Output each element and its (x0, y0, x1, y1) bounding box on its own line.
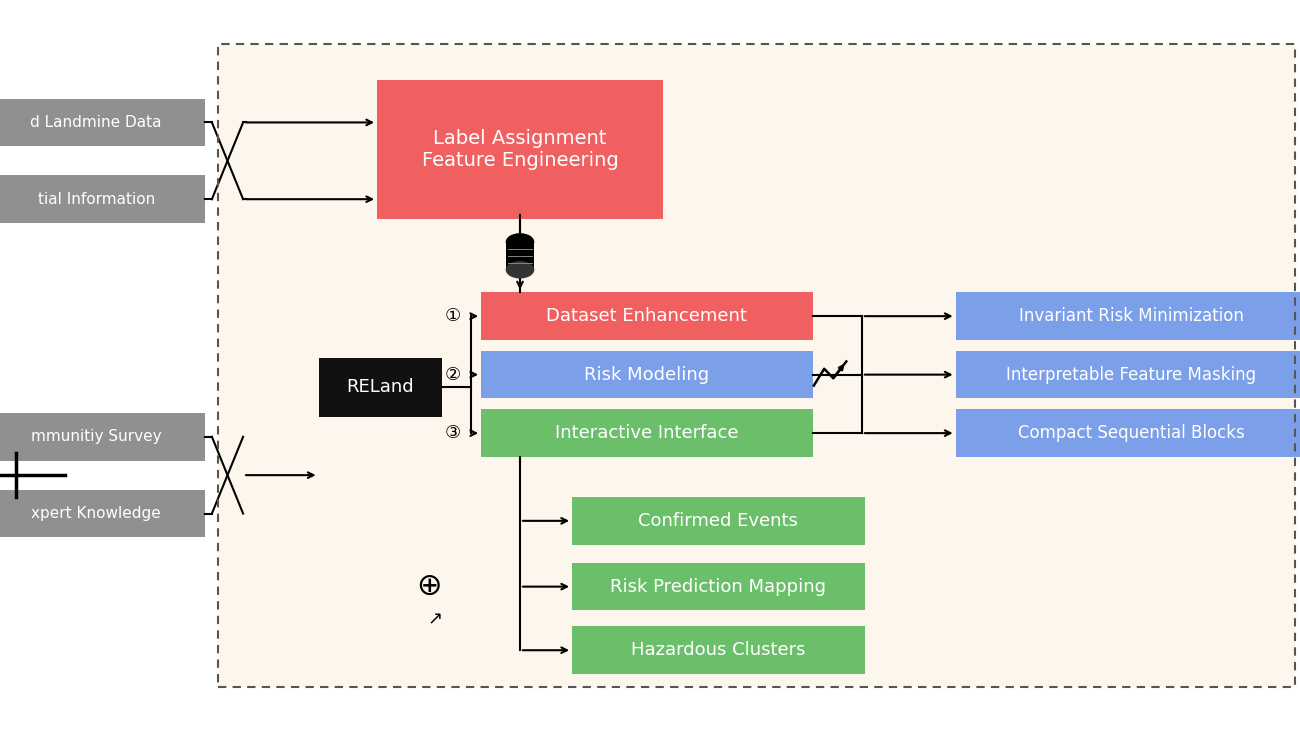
Text: RELand: RELand (346, 379, 415, 396)
Text: Invariant Risk Minimization: Invariant Risk Minimization (1019, 307, 1243, 325)
Text: Risk Prediction Mapping: Risk Prediction Mapping (610, 577, 827, 596)
Text: ②: ② (445, 366, 460, 384)
Bar (318, 358, 442, 417)
Text: Confirmed Events: Confirmed Events (638, 512, 798, 530)
Text: Risk Modeling: Risk Modeling (584, 366, 710, 384)
Ellipse shape (506, 233, 534, 251)
Bar (0, 490, 205, 537)
Text: Interpretable Feature Masking: Interpretable Feature Masking (1006, 366, 1256, 384)
Bar (218, 44, 1295, 687)
Bar (377, 80, 663, 219)
Text: Dataset Enhancement: Dataset Enhancement (546, 307, 748, 325)
Text: ①: ① (445, 307, 460, 325)
Bar (572, 626, 864, 674)
Text: mmunitiy Survey: mmunitiy Survey (31, 429, 161, 444)
Bar (956, 292, 1300, 340)
Text: d Landmine Data: d Landmine Data (30, 115, 163, 130)
Text: ↗: ↗ (428, 610, 443, 629)
Text: Hazardous Clusters: Hazardous Clusters (630, 641, 806, 659)
Text: xpert Knowledge: xpert Knowledge (31, 506, 161, 521)
Text: tial Information: tial Information (38, 192, 155, 207)
Ellipse shape (506, 261, 534, 279)
Bar (506, 242, 534, 270)
Bar (481, 351, 812, 398)
Bar (481, 409, 812, 457)
Bar (0, 175, 205, 223)
Text: Compact Sequential Blocks: Compact Sequential Blocks (1018, 424, 1244, 442)
Bar (0, 99, 205, 146)
Text: ③: ③ (445, 424, 460, 442)
Bar (572, 497, 864, 545)
Bar (956, 351, 1300, 398)
Bar (0, 413, 205, 461)
Text: ⊕: ⊕ (416, 572, 442, 601)
Bar (481, 292, 812, 340)
Text: Interactive Interface: Interactive Interface (555, 424, 738, 442)
Bar (218, 44, 1295, 687)
Bar (572, 563, 864, 610)
Bar (956, 409, 1300, 457)
Text: Label Assignment
Feature Engineering: Label Assignment Feature Engineering (421, 129, 619, 170)
